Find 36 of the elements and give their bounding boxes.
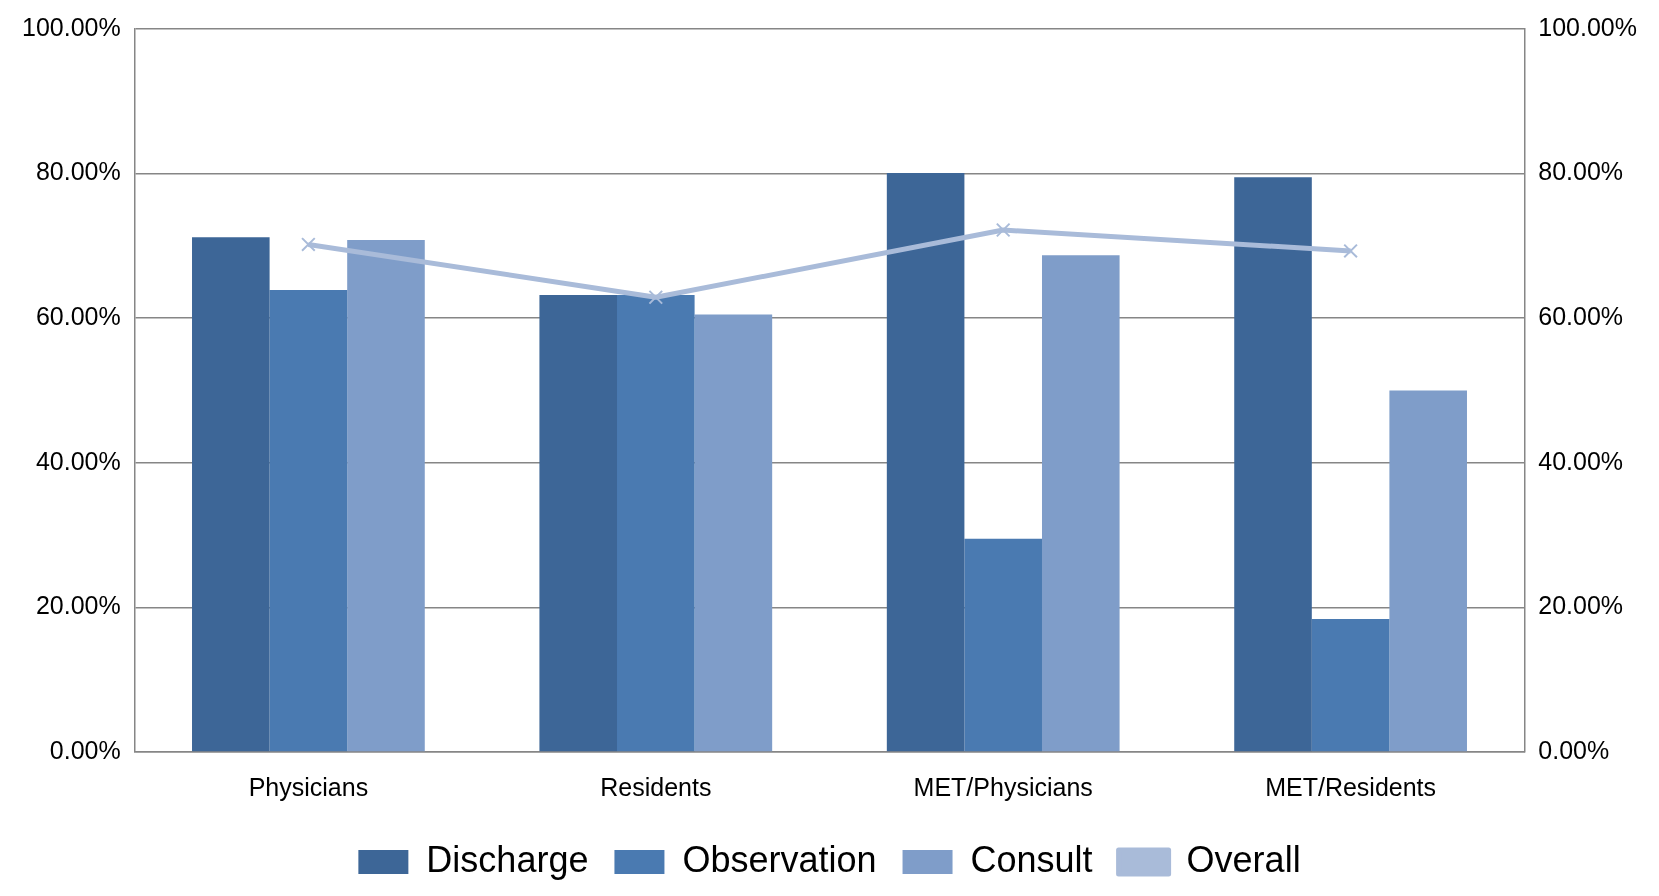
y2-tick-label: 80.00% (1538, 157, 1624, 186)
x-tick-label: MET/Residents (1265, 772, 1437, 801)
y-tick-label: 0.00% (49, 735, 121, 764)
legend-label: Discharge (426, 838, 589, 880)
point (301, 237, 316, 252)
bar (192, 237, 270, 752)
point (995, 222, 1011, 238)
y-tick-label: 80.00% (35, 157, 121, 186)
legend-label: Observation (682, 838, 877, 880)
bar (347, 240, 425, 752)
y2-tick-label: 60.00% (1538, 302, 1624, 331)
y-tick-label: 40.00% (35, 446, 121, 475)
bar (886, 172, 965, 752)
x-tick-label: MET/Physicians (913, 772, 1093, 801)
bar (539, 295, 618, 752)
x-tick-label: Residents (600, 772, 712, 801)
y-tick-label: 100.00% (21, 12, 121, 41)
y-tick-label: 60.00% (35, 302, 121, 331)
legend-label: Overall (1186, 838, 1301, 880)
bar (269, 290, 348, 752)
bar (694, 314, 773, 752)
point (1343, 243, 1358, 259)
bar (617, 295, 695, 752)
bar (1311, 618, 1390, 752)
bar (1234, 177, 1312, 752)
y2-tick-label: 0.00% (1538, 735, 1610, 764)
y2-tick-label: 20.00% (1538, 591, 1624, 620)
point (648, 289, 664, 305)
bar (1389, 390, 1467, 752)
bar (964, 538, 1042, 752)
x-tick-label: Physicians (248, 772, 369, 801)
bar (1041, 255, 1120, 752)
legend-label: Consult (970, 838, 1093, 880)
y2-tick-label: 40.00% (1538, 446, 1624, 475)
y-tick-label: 20.00% (35, 591, 121, 620)
y2-tick-label: 100.00% (1538, 12, 1638, 41)
